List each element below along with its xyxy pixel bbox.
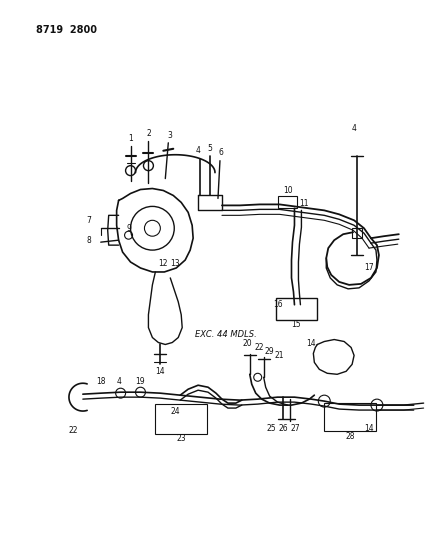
Text: 16: 16 xyxy=(273,300,282,309)
Text: 20: 20 xyxy=(243,339,253,348)
Bar xyxy=(276,298,317,320)
Text: 7: 7 xyxy=(86,216,91,225)
Text: 22: 22 xyxy=(255,343,265,352)
Text: 13: 13 xyxy=(170,259,180,268)
Text: 15: 15 xyxy=(291,320,301,329)
Text: 27: 27 xyxy=(291,424,300,433)
Text: 8: 8 xyxy=(86,236,91,245)
Text: 28: 28 xyxy=(345,432,355,441)
Text: 4: 4 xyxy=(196,146,201,155)
Text: 22: 22 xyxy=(68,426,77,435)
Text: 8719  2800: 8719 2800 xyxy=(36,25,97,35)
Text: 10: 10 xyxy=(283,186,292,195)
Text: 29: 29 xyxy=(265,347,274,356)
Text: 17: 17 xyxy=(364,263,374,272)
Text: 1: 1 xyxy=(128,134,133,143)
Text: 12: 12 xyxy=(159,259,168,268)
Text: 4: 4 xyxy=(116,377,121,386)
Bar xyxy=(155,404,207,434)
Text: 14: 14 xyxy=(364,424,374,433)
Text: 6: 6 xyxy=(219,148,223,157)
Text: 11: 11 xyxy=(300,199,309,208)
Text: 3: 3 xyxy=(168,131,173,140)
Bar xyxy=(324,403,376,431)
Bar xyxy=(352,228,362,238)
Text: 5: 5 xyxy=(208,144,212,154)
Text: 24: 24 xyxy=(170,407,180,416)
Text: 4: 4 xyxy=(352,124,357,133)
Text: 14: 14 xyxy=(306,339,316,348)
Bar xyxy=(278,197,297,208)
Text: 14: 14 xyxy=(155,367,165,376)
Text: 2: 2 xyxy=(146,130,151,139)
Text: 25: 25 xyxy=(267,424,276,433)
Text: 23: 23 xyxy=(176,434,186,443)
Text: 9: 9 xyxy=(126,224,131,233)
Text: 21: 21 xyxy=(275,351,284,360)
Text: 18: 18 xyxy=(96,377,105,386)
Text: 19: 19 xyxy=(136,377,145,386)
Text: EXC. 44 MDLS.: EXC. 44 MDLS. xyxy=(195,330,257,339)
Text: 26: 26 xyxy=(279,424,288,433)
